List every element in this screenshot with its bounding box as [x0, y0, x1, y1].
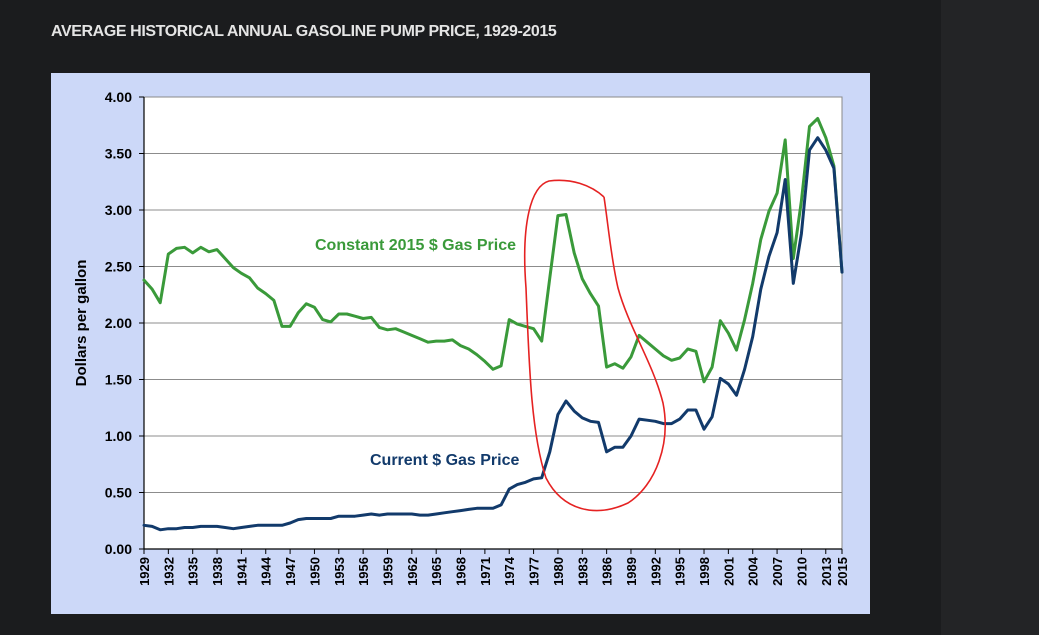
series-lines — [142, 117, 844, 532]
x-tick-label: 1995 — [673, 557, 688, 586]
x-tick-label: 2004 — [746, 556, 761, 586]
constant-2015-price-line — [142, 117, 844, 384]
x-tick-label: 1929 — [137, 557, 152, 586]
x-tick-label: 1998 — [697, 557, 712, 586]
x-tick-label: 1971 — [478, 557, 493, 586]
axes — [143, 97, 842, 550]
x-tick-label: 2015 — [835, 557, 850, 586]
y-tick-label: 3.50 — [105, 146, 132, 162]
hand-drawn-circle-annotation — [523, 179, 666, 512]
x-tick-label: 1986 — [600, 557, 615, 586]
y-tick-label: 3.00 — [105, 202, 132, 218]
y-axis-label: Dollars per gallon — [73, 260, 90, 387]
x-tick-label: 1935 — [186, 557, 201, 586]
x-tick-label: 1959 — [380, 557, 395, 586]
x-tick-label: 2013 — [819, 557, 834, 586]
current-series-label: Current $ Gas Price — [370, 452, 520, 469]
x-tick-label: 2001 — [721, 557, 736, 586]
x-tick-label: 2010 — [794, 557, 809, 586]
x-tick-labels: 1929 1932 1935 1938 1941 1944 1947 1950 1953 1956… — [137, 556, 850, 586]
y-tick-label: 4.00 — [105, 89, 132, 105]
x-tick-label: 1962 — [405, 557, 420, 586]
x-tick-label: 1965 — [429, 557, 444, 586]
y-tick-label: 0.50 — [105, 485, 132, 501]
x-tick-label: 1941 — [234, 557, 249, 586]
x-tick-label: 1968 — [454, 557, 469, 586]
x-tick-label: 1950 — [307, 557, 322, 586]
x-tick-label: 2007 — [770, 557, 785, 586]
chart-card: 0.00 0.50 1.00 1.50 2.00 2.50 3.00 3.50 4.00 192… — [51, 73, 870, 614]
y-tick-labels: 0.00 0.50 1.00 1.50 2.00 2.50 3.00 3.50 4.00 — [105, 89, 132, 557]
x-tick-label: 1974 — [502, 556, 517, 586]
chart-svg: 0.00 0.50 1.00 1.50 2.00 2.50 3.00 3.50 4.00 192… — [73, 89, 850, 586]
x-tick-label: 1947 — [283, 557, 298, 586]
x-tick-label: 1992 — [648, 557, 663, 586]
y-tick-label: 2.50 — [105, 259, 132, 275]
grid-lines — [139, 96, 843, 554]
x-tick-label: 1938 — [210, 557, 225, 586]
constant-series-label: Constant 2015 $ Gas Price — [315, 237, 516, 254]
y-tick-label: 2.00 — [105, 315, 132, 331]
side-panel — [941, 0, 1039, 635]
x-tick-label: 1977 — [527, 557, 542, 586]
y-tick-label: 1.00 — [105, 428, 132, 444]
x-tick-label: 1989 — [624, 557, 639, 586]
page-title: AVERAGE HISTORICAL ANNUAL GASOLINE PUMP … — [51, 23, 557, 40]
current-price-line — [142, 136, 844, 532]
y-tick-label: 0.00 — [105, 541, 132, 557]
x-tick-label: 1944 — [259, 556, 274, 586]
x-tick-label: 1953 — [332, 557, 347, 586]
x-tick-label: 1932 — [161, 557, 176, 586]
x-tick-label: 1956 — [356, 557, 371, 586]
x-tick-label: 1983 — [575, 557, 590, 586]
x-tick-label: 1980 — [551, 557, 566, 586]
y-tick-label: 1.50 — [105, 372, 132, 388]
